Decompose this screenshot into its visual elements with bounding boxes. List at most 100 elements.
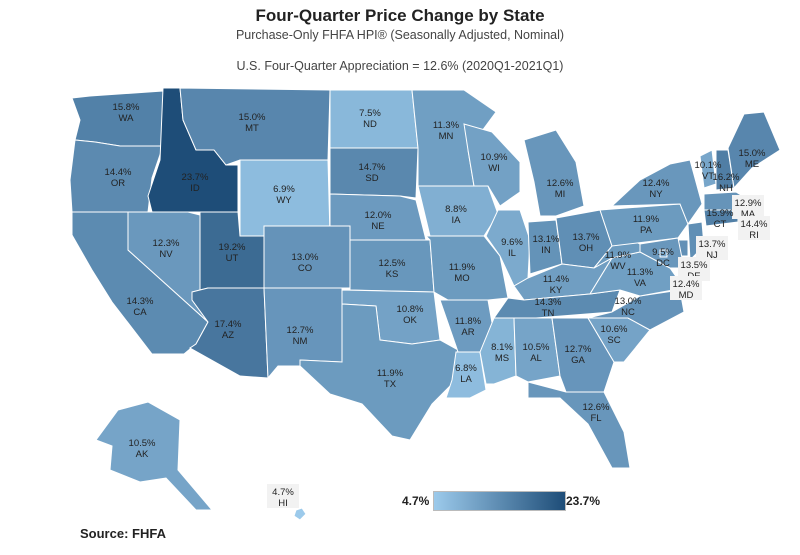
state-value-ga: 12.7% <box>565 344 592 355</box>
state-value-ks: 12.5% <box>379 258 406 269</box>
state-abbr-ok: OK <box>403 315 417 326</box>
state-me[interactable] <box>727 111 781 190</box>
state-abbr-mt: MT <box>245 123 259 134</box>
state-abbr-pa: PA <box>640 225 653 236</box>
state-label-box-md <box>670 276 702 300</box>
state-label-box-hi <box>267 484 299 508</box>
state-abbr-ak: AK <box>136 449 149 460</box>
state-abbr-ks: KS <box>386 269 399 280</box>
state-abbr-md: MD <box>679 290 694 301</box>
state-abbr-me: ME <box>745 159 759 170</box>
state-value-me: 15.0% <box>739 148 766 159</box>
state-hi[interactable] <box>293 507 307 521</box>
state-value-oh: 13.7% <box>573 232 600 243</box>
state-label-box-ma <box>732 195 764 219</box>
state-abbr-ms: MS <box>495 353 509 364</box>
state-abbr-ut: UT <box>226 253 239 264</box>
state-value-il: 9.6% <box>501 237 523 248</box>
state-value-fl: 12.6% <box>583 402 610 413</box>
state-abbr-wi: WI <box>488 163 500 174</box>
state-sd[interactable] <box>329 147 419 199</box>
state-abbr-az: AZ <box>222 330 234 341</box>
state-value-ar: 11.8% <box>455 316 482 327</box>
state-value-wy: 6.9% <box>273 184 295 195</box>
state-abbr-nv: NV <box>159 249 173 260</box>
state-or[interactable] <box>69 139 164 213</box>
state-value-md: 12.4% <box>673 279 700 290</box>
state-value-sd: 14.7% <box>359 162 386 173</box>
state-abbr-ri: RI <box>749 230 759 241</box>
state-ny[interactable] <box>610 159 703 226</box>
state-abbr-dc: DC <box>656 258 670 269</box>
state-abbr-ne: NE <box>371 221 384 232</box>
legend-color-ramp <box>433 491 566 511</box>
state-abbr-va: VA <box>634 278 647 289</box>
state-abbr-ar: AR <box>461 327 474 338</box>
state-abbr-ca: CA <box>133 307 147 318</box>
state-abbr-tn: TN <box>542 308 555 319</box>
state-value-mo: 11.9% <box>449 262 476 273</box>
state-value-tn: 14.3% <box>535 297 562 308</box>
state-abbr-mn: MN <box>439 131 454 142</box>
state-fl[interactable] <box>527 381 631 469</box>
state-abbr-or: OR <box>111 178 125 189</box>
state-value-ca: 14.3% <box>127 296 154 307</box>
state-abbr-il: IL <box>508 248 516 259</box>
state-abbr-la: LA <box>460 374 472 385</box>
state-abbr-vt: VT <box>702 171 714 182</box>
state-abbr-tx: TX <box>384 379 397 390</box>
state-value-pa: 11.9% <box>633 214 660 225</box>
state-mi[interactable] <box>523 129 585 217</box>
source-note: Source: FHFA <box>80 526 166 541</box>
us-appreciation-note: U.S. Four-Quarter Appreciation = 12.6% (… <box>236 59 564 73</box>
state-wi[interactable] <box>463 123 521 207</box>
state-value-or: 14.4% <box>105 167 132 178</box>
state-value-mt: 15.0% <box>239 112 266 123</box>
state-abbr-in: IN <box>541 245 551 256</box>
state-abbr-nj: NJ <box>706 250 718 261</box>
state-label-box-ri <box>738 216 770 240</box>
state-ak[interactable] <box>95 401 214 511</box>
state-abbr-ky: KY <box>550 285 563 296</box>
state-value-hi: 4.7% <box>272 487 294 498</box>
state-value-tx: 11.9% <box>377 368 404 379</box>
legend-max-label: 23.7% <box>566 494 601 508</box>
state-value-ut: 19.2% <box>219 242 246 253</box>
state-value-de: 13.5% <box>681 260 708 271</box>
state-value-ma: 12.9% <box>735 198 762 209</box>
state-abbr-oh: OH <box>579 243 593 254</box>
state-value-al: 10.5% <box>523 342 550 353</box>
state-wa[interactable] <box>71 90 164 147</box>
state-abbr-hi: HI <box>278 498 288 509</box>
state-value-mn: 11.3% <box>433 120 460 131</box>
state-abbr-id: ID <box>190 183 200 194</box>
state-abbr-sc: SC <box>607 335 620 346</box>
legend-min-label: 4.7% <box>402 494 430 508</box>
state-tx[interactable] <box>299 303 459 441</box>
state-abbr-nd: ND <box>363 119 377 130</box>
state-value-ak: 10.5% <box>129 438 156 449</box>
state-abbr-mi: MI <box>555 189 566 200</box>
state-abbr-nh: NH <box>719 183 733 194</box>
state-abbr-ny: NY <box>649 189 663 200</box>
state-value-vt: 10.1% <box>695 160 722 171</box>
state-abbr-ia: IA <box>452 215 462 226</box>
state-mt[interactable] <box>179 87 331 166</box>
map-title: Four-Quarter Price Change by State <box>255 6 545 25</box>
state-value-in: 13.1% <box>533 234 560 245</box>
state-value-sc: 10.6% <box>601 324 628 335</box>
state-value-ne: 12.0% <box>365 210 392 221</box>
state-value-wi: 10.9% <box>481 152 508 163</box>
state-abbr-wa: WA <box>119 113 135 124</box>
state-value-ms: 8.1% <box>491 342 513 353</box>
state-value-ky: 11.4% <box>543 274 570 285</box>
state-abbr-ma: MA <box>741 209 756 220</box>
state-abbr-wv: WV <box>610 261 626 272</box>
state-al[interactable] <box>513 317 561 383</box>
state-value-mi: 12.6% <box>547 178 574 189</box>
state-pa[interactable] <box>599 203 689 247</box>
state-dc[interactable] <box>659 249 668 258</box>
state-value-nc: 13.0% <box>615 296 642 307</box>
state-value-nj: 13.7% <box>699 239 726 250</box>
